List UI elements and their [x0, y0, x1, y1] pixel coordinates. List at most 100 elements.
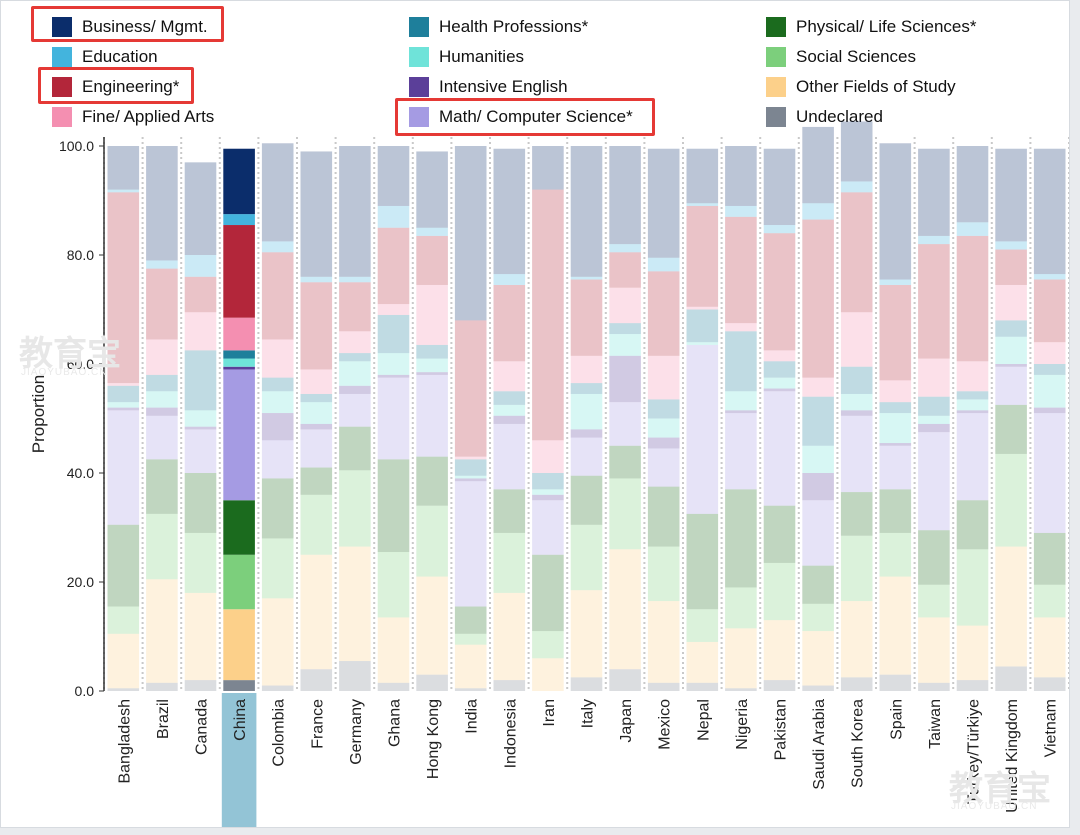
stacked-bar-chart: 0.0 20.0 40.0 60.0 80.0 100.0 Proportion Bangla… — [29, 121, 1069, 827]
bar-segment — [725, 587, 757, 629]
bar-segment — [647, 601, 680, 683]
bar-segment — [763, 388, 796, 392]
bar-segment — [956, 500, 989, 550]
legend-item-physical-life[interactable]: Physical/ Life Sciences* — [766, 15, 976, 39]
bar-segment — [956, 410, 989, 414]
bar-segment — [261, 413, 294, 441]
x-tick-label: Italy — [580, 699, 597, 728]
bar-segment — [300, 429, 333, 468]
bar-segment — [300, 276, 333, 283]
x-tick-label: Iran — [541, 699, 558, 727]
bar-segment — [570, 393, 603, 430]
bar-segment — [840, 192, 873, 313]
x-tick-label: Saudi Arabia — [811, 699, 828, 790]
x-tick-label: Ghana — [387, 699, 404, 747]
bar-segment — [339, 661, 371, 691]
y-tick-label: 20.0 — [67, 574, 94, 590]
bar-segment — [184, 312, 217, 351]
bar-segment — [146, 260, 178, 269]
bar-segment — [532, 440, 564, 473]
x-tick-label: South Korea — [850, 699, 867, 788]
bar-segment — [763, 350, 796, 362]
bar-segment — [223, 366, 255, 370]
legend-item-math-cs[interactable]: Math/ Computer Science* — [409, 105, 633, 129]
bar-segment — [339, 146, 371, 277]
bar-segment — [686, 205, 719, 307]
legend-item-undeclared[interactable]: Undeclared — [766, 105, 883, 129]
bar-segment — [300, 467, 333, 495]
bar-segment — [879, 532, 912, 577]
bar-segment — [1033, 279, 1066, 343]
bar-segment — [686, 203, 719, 206]
bar-segment — [763, 620, 796, 681]
bar-segment — [609, 445, 641, 479]
bar-segment — [107, 524, 140, 607]
bar-segment — [261, 143, 294, 242]
bar-segment — [840, 366, 873, 394]
bar-segment — [107, 402, 140, 408]
bar-segment — [261, 252, 294, 340]
bar-segment — [223, 214, 255, 226]
bar-segment — [454, 606, 487, 634]
bar-segment — [300, 554, 333, 670]
bar-segment — [416, 227, 448, 236]
bar-segment — [918, 432, 950, 531]
x-tick-label: China — [232, 699, 249, 741]
bar-segment — [763, 391, 796, 506]
legend-item-health[interactable]: Health Professions* — [409, 15, 588, 39]
legend-item-engineering[interactable]: Engineering* — [52, 75, 179, 99]
legend-item-fine-arts[interactable]: Fine/ Applied Arts — [52, 105, 214, 129]
legend-item-business[interactable]: Business/ Mgmt. — [52, 15, 208, 39]
bar-segment — [995, 666, 1027, 691]
bar-segment — [647, 355, 680, 400]
bar-segment — [107, 189, 140, 193]
legend-item-intensive-english[interactable]: Intensive English — [409, 75, 568, 99]
bar-segment — [609, 549, 641, 670]
bar-segment — [725, 688, 757, 691]
bar-segment — [995, 320, 1027, 337]
legend-item-education[interactable]: Education — [52, 45, 158, 69]
legend-swatch-math-cs — [409, 107, 429, 127]
bar-segment — [956, 413, 989, 501]
x-tick-label: Bangladesh — [116, 699, 133, 784]
bar-segment — [725, 331, 757, 392]
bar-segment — [995, 336, 1027, 364]
bar-segment — [995, 148, 1027, 242]
bar-segment — [1033, 407, 1066, 414]
bar-segment — [377, 377, 410, 460]
bar-segment — [184, 592, 217, 681]
bar-segment — [725, 628, 757, 689]
legend-label-social: Social Sciences — [796, 47, 917, 66]
bar-segment — [416, 674, 448, 691]
bar-segment — [300, 151, 333, 277]
bar-segment — [609, 478, 641, 550]
y-axis-label: Proportion — [29, 375, 48, 453]
legend-item-humanities[interactable]: Humanities — [409, 45, 524, 69]
bar-segment — [879, 402, 912, 414]
bar-segment — [802, 396, 834, 446]
bar-segment — [647, 148, 680, 258]
legend-swatch-other — [766, 77, 786, 97]
bar-segment — [454, 688, 487, 691]
x-tick-label: Vietnam — [1043, 699, 1060, 757]
bar-segment — [918, 530, 950, 585]
legend-item-social[interactable]: Social Sciences — [766, 45, 916, 69]
bar-segment — [570, 524, 603, 591]
bar-segment — [840, 601, 873, 678]
bar-segment — [918, 617, 950, 683]
bar-segment — [956, 235, 989, 362]
bar-segment — [763, 361, 796, 378]
bar-segment — [377, 304, 410, 315]
bar-segment — [879, 674, 912, 691]
bar-segment — [532, 189, 564, 441]
legend-swatch-physical-life — [766, 17, 786, 37]
legend-label-math-cs: Math/ Computer Science* — [439, 107, 633, 126]
legend-item-other[interactable]: Other Fields of Study — [766, 75, 956, 99]
bar-segment — [879, 489, 912, 533]
bar-segment — [223, 369, 255, 501]
bar-segment — [107, 385, 140, 403]
bar-segment — [223, 554, 255, 610]
bar-segment — [261, 538, 294, 599]
bar-segment — [107, 146, 140, 190]
x-tick-label: India — [464, 699, 481, 734]
